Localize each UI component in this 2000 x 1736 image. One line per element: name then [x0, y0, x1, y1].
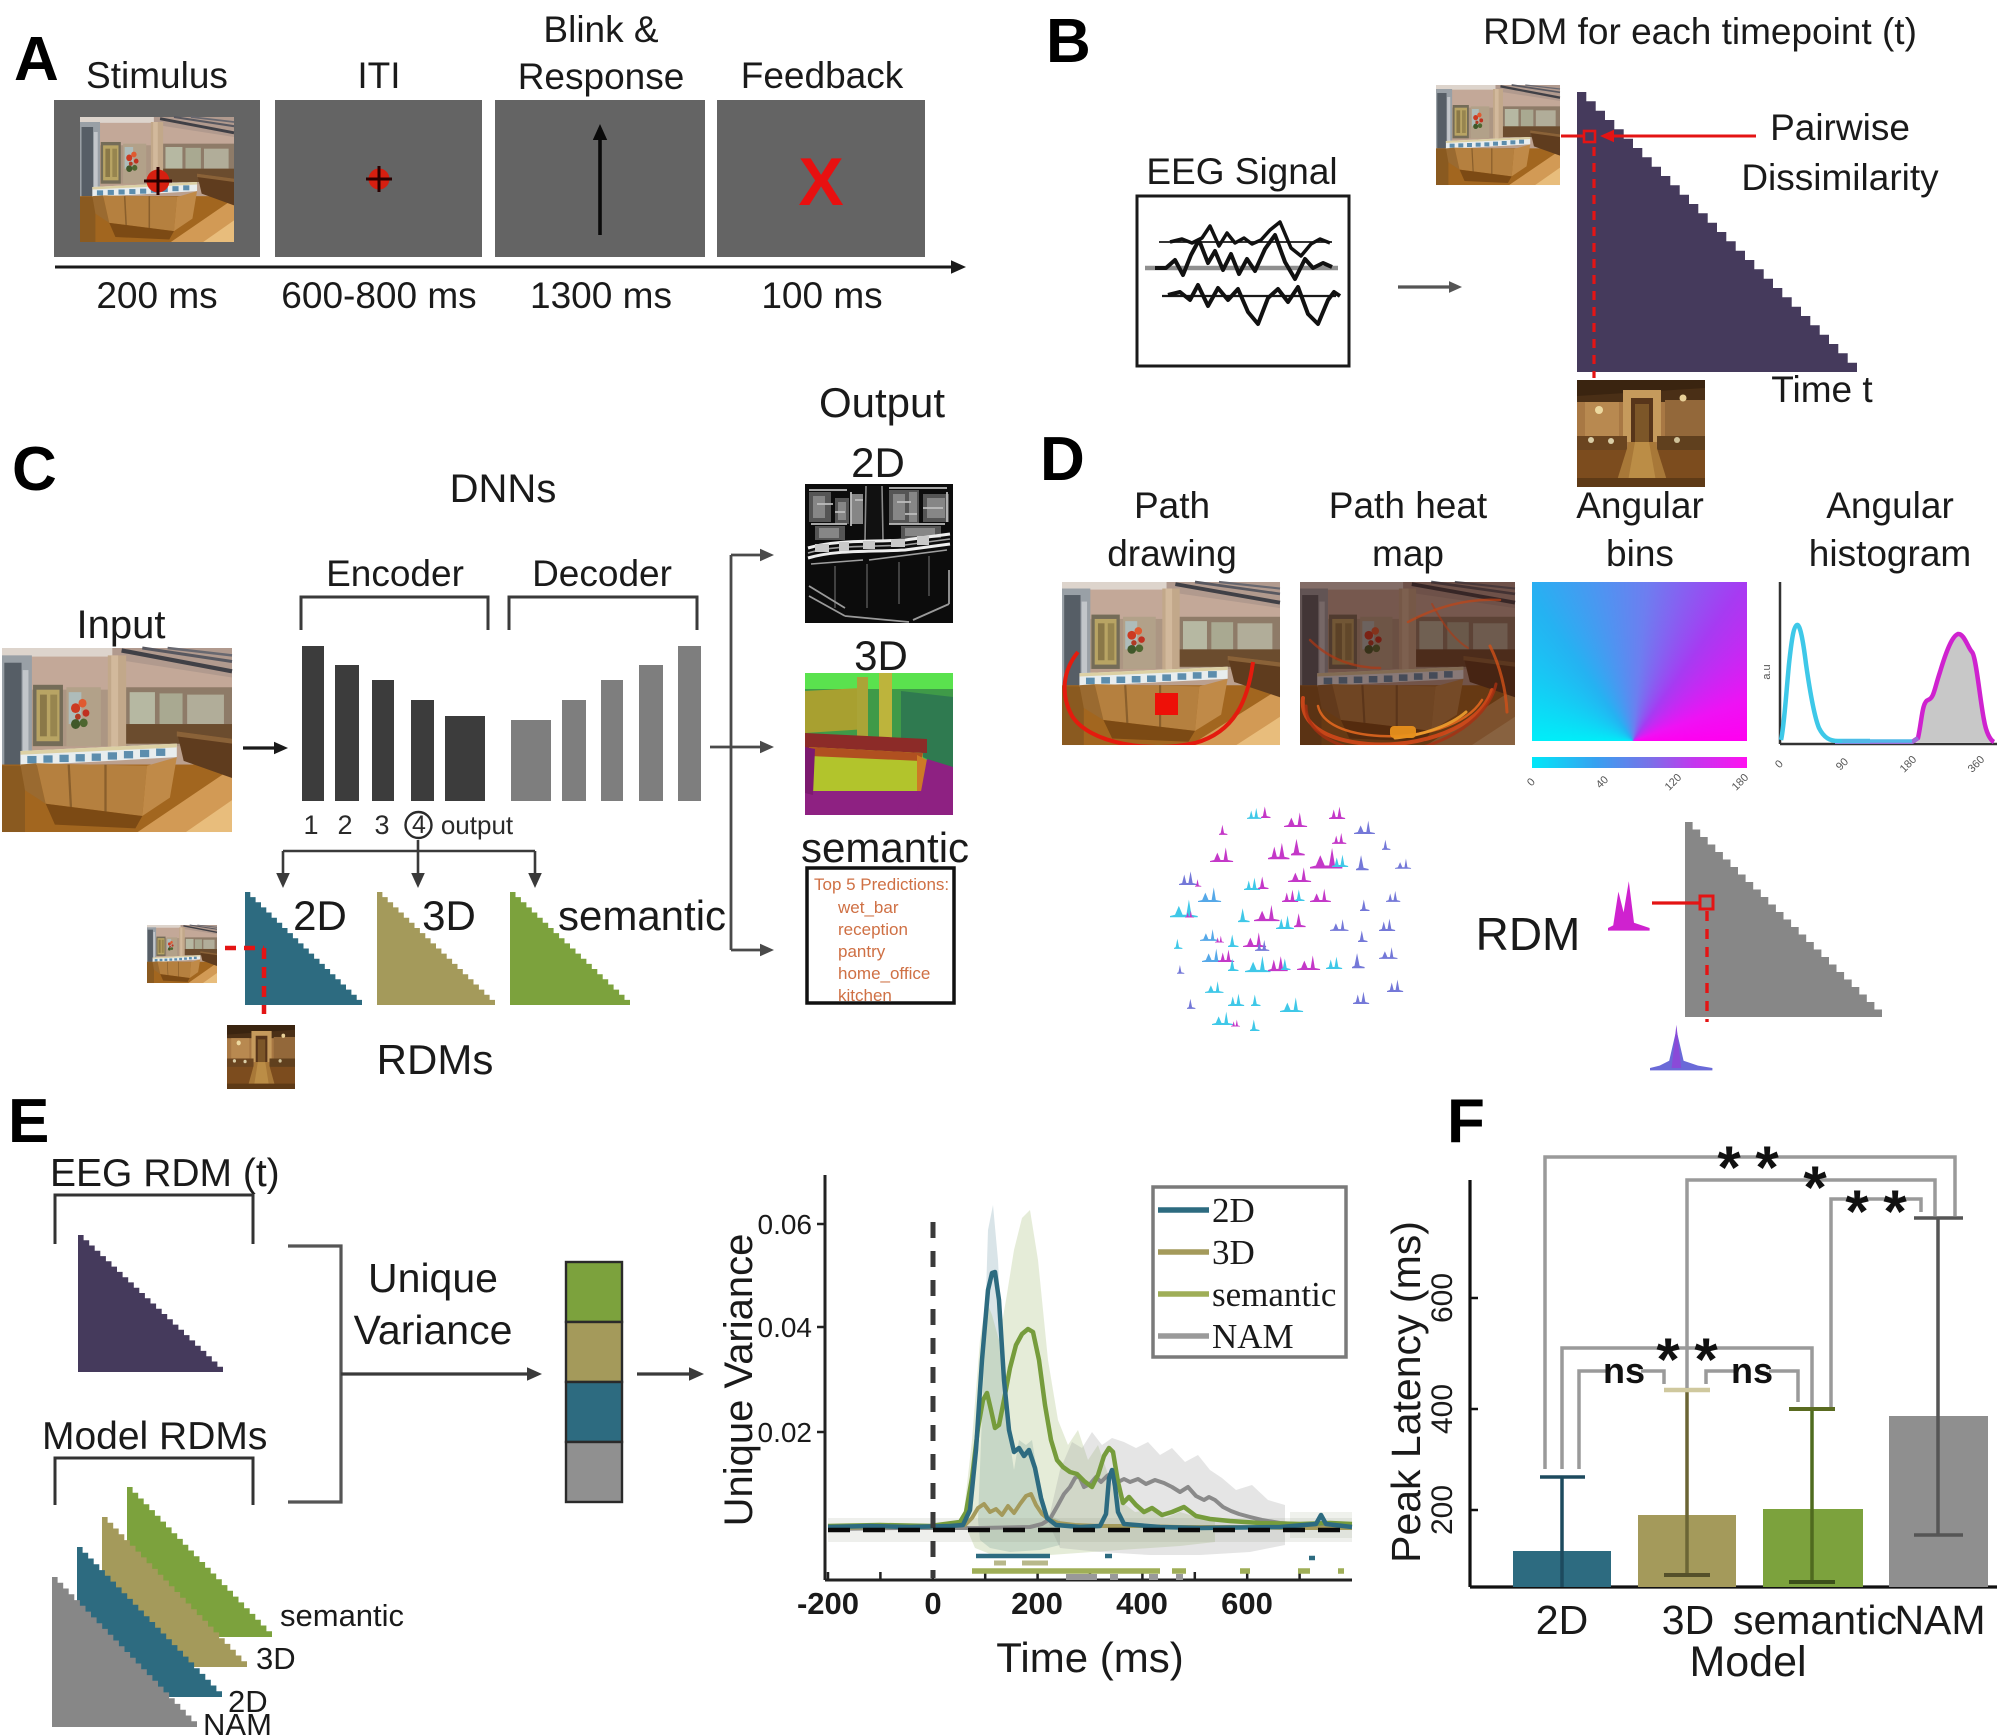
svg-text:3: 3: [374, 810, 389, 840]
svg-text:*: *: [1883, 1178, 1907, 1245]
svg-text:B: B: [1046, 7, 1091, 76]
svg-text:Time t: Time t: [1771, 369, 1873, 410]
svg-text:RDM for each timepoint (t): RDM for each timepoint (t): [1483, 11, 1917, 52]
svg-text:Unique: Unique: [368, 1255, 498, 1301]
svg-text:2D: 2D: [1212, 1191, 1255, 1230]
svg-text:wet_bar: wet_bar: [837, 898, 899, 917]
svg-text:bins: bins: [1606, 533, 1674, 574]
svg-text:600: 600: [1426, 1273, 1459, 1323]
svg-text:2D: 2D: [228, 1684, 268, 1719]
svg-text:NAM: NAM: [1894, 1597, 1985, 1643]
svg-text:Dissimilarity: Dissimilarity: [1741, 157, 1939, 198]
svg-text:*: *: [1755, 1134, 1779, 1201]
svg-text:Pairwise: Pairwise: [1770, 107, 1910, 148]
svg-text:Unique Variance: Unique Variance: [717, 1234, 761, 1527]
svg-text:Blink &: Blink &: [543, 9, 658, 50]
svg-text:E: E: [8, 1087, 49, 1156]
svg-text:semantic: semantic: [801, 824, 969, 871]
svg-text:kitchen: kitchen: [838, 986, 892, 1005]
svg-text:ns: ns: [1731, 1350, 1773, 1391]
svg-text:A: A: [14, 25, 59, 94]
svg-text:Angular: Angular: [1576, 485, 1704, 526]
svg-text:Angular: Angular: [1826, 485, 1954, 526]
svg-text:Output: Output: [819, 379, 945, 426]
svg-text:semantic: semantic: [280, 1598, 404, 1633]
svg-text:0.06: 0.06: [758, 1209, 813, 1240]
svg-text:Feedback: Feedback: [741, 55, 904, 96]
svg-text:2: 2: [337, 810, 352, 840]
svg-text:600: 600: [1221, 1586, 1273, 1621]
svg-text:Input: Input: [77, 603, 166, 647]
svg-text:semantic: semantic: [1733, 1597, 1897, 1643]
svg-text:Variance: Variance: [354, 1307, 513, 1353]
svg-text:pantry: pantry: [838, 942, 886, 961]
svg-text:ITI: ITI: [357, 55, 400, 96]
svg-text:Model: Model: [1689, 1638, 1806, 1686]
svg-text:3D: 3D: [1212, 1233, 1255, 1272]
svg-text:F: F: [1447, 1087, 1485, 1156]
svg-text:a.u: a.u: [1761, 664, 1773, 679]
svg-text:*: *: [1694, 1326, 1718, 1393]
svg-text:output: output: [441, 810, 514, 840]
svg-text:3D: 3D: [1662, 1597, 1714, 1643]
svg-text:NAM: NAM: [1212, 1317, 1294, 1356]
svg-text:NAM: NAM: [203, 1707, 272, 1736]
svg-text:0: 0: [924, 1586, 941, 1621]
svg-text:200: 200: [1426, 1485, 1459, 1535]
svg-text:Path: Path: [1134, 485, 1210, 526]
svg-text:map: map: [1372, 533, 1444, 574]
svg-text:Peak Latency (ms): Peak Latency (ms): [1383, 1221, 1429, 1563]
svg-text:C: C: [12, 435, 57, 504]
svg-text:Path heat: Path heat: [1329, 485, 1488, 526]
svg-text:3D: 3D: [422, 892, 476, 939]
svg-text:EEG Signal: EEG Signal: [1146, 151, 1337, 192]
svg-text:*: *: [1803, 1154, 1827, 1221]
svg-text:400: 400: [1116, 1586, 1168, 1621]
svg-text:Decoder: Decoder: [532, 553, 672, 594]
svg-text:Encoder: Encoder: [326, 553, 464, 594]
svg-text:Stimulus: Stimulus: [86, 55, 228, 96]
svg-text:reception: reception: [838, 920, 908, 939]
svg-text:4: 4: [412, 811, 426, 839]
svg-text:Response: Response: [518, 56, 685, 97]
svg-text:RDM: RDM: [1476, 908, 1581, 960]
svg-text:400: 400: [1426, 1384, 1459, 1434]
svg-text:*: *: [1656, 1326, 1680, 1393]
svg-text:drawing: drawing: [1107, 533, 1237, 574]
svg-text:X: X: [798, 144, 843, 220]
svg-text:2D: 2D: [293, 892, 347, 939]
svg-text:ns: ns: [1603, 1350, 1645, 1391]
svg-text:Time (ms): Time (ms): [996, 1634, 1183, 1681]
svg-text:0.04: 0.04: [758, 1312, 813, 1343]
svg-text:200: 200: [1011, 1586, 1063, 1621]
svg-text:600-800 ms: 600-800 ms: [281, 275, 476, 316]
svg-text:1300 ms: 1300 ms: [530, 275, 672, 316]
svg-text:0.02: 0.02: [758, 1417, 813, 1448]
svg-text:Top 5 Predictions:: Top 5 Predictions:: [814, 875, 949, 894]
svg-text:2D: 2D: [1536, 1597, 1588, 1643]
svg-text:home_office: home_office: [838, 964, 930, 983]
svg-text:3D: 3D: [256, 1641, 296, 1676]
svg-text:RDMs: RDMs: [377, 1036, 494, 1083]
svg-text:EEG RDM (t): EEG RDM (t): [50, 1152, 280, 1195]
svg-text:1: 1: [303, 810, 318, 840]
svg-text:DNNs: DNNs: [450, 467, 557, 511]
svg-text:Model RDMs: Model RDMs: [42, 1415, 267, 1458]
svg-text:semantic: semantic: [1212, 1275, 1336, 1314]
svg-text:3D: 3D: [854, 632, 908, 679]
svg-text:-200: -200: [797, 1586, 859, 1621]
svg-text:*: *: [1845, 1178, 1869, 1245]
svg-text:histogram: histogram: [1809, 533, 1971, 574]
svg-text:*: *: [1717, 1134, 1741, 1201]
svg-text:2D: 2D: [851, 439, 905, 486]
svg-text:100 ms: 100 ms: [761, 275, 882, 316]
svg-text:D: D: [1040, 425, 1085, 494]
svg-text:200 ms: 200 ms: [96, 275, 217, 316]
svg-text:semantic: semantic: [558, 892, 726, 939]
